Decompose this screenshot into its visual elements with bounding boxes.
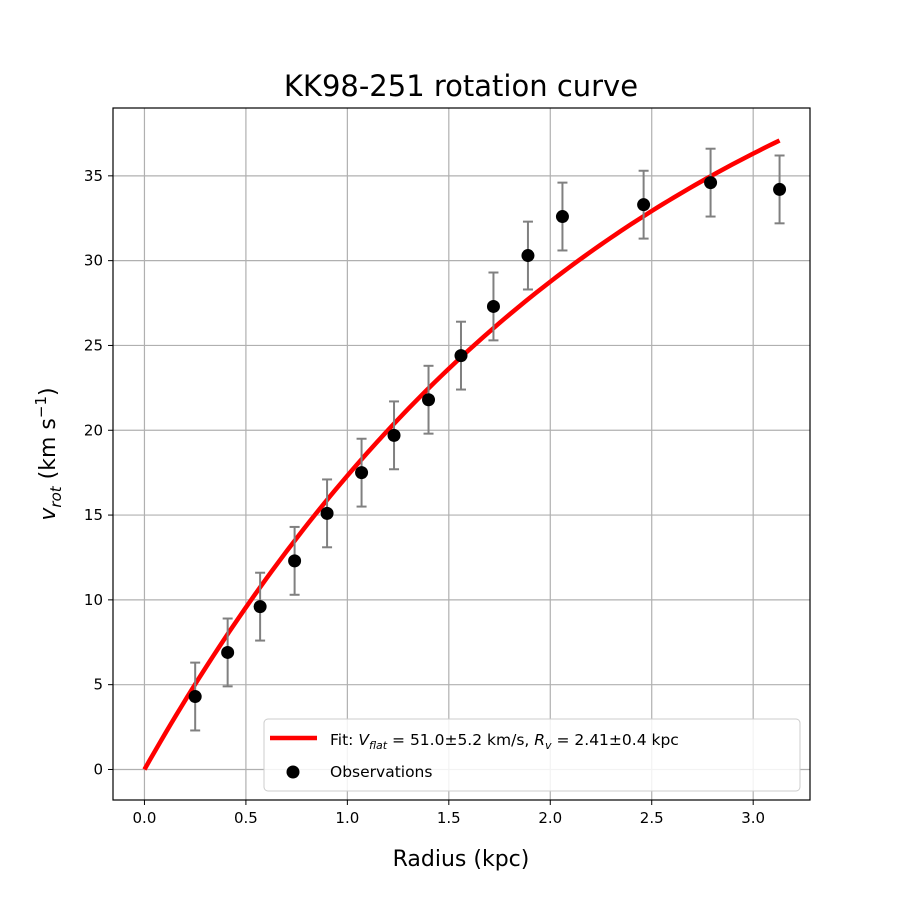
chart-title: KK98-251 rotation curve bbox=[284, 69, 638, 103]
observations-layer bbox=[188, 147, 787, 732]
x-tick-label: 2.0 bbox=[538, 809, 562, 827]
observation-point bbox=[320, 506, 334, 520]
observation-point bbox=[221, 645, 235, 659]
y-axis-label-main: v bbox=[36, 507, 61, 521]
y-axis-ticks: 0 5 10 15 20 25 30 35 bbox=[84, 167, 113, 778]
y-tick-label: 35 bbox=[84, 167, 103, 185]
x-tick-label: 3.0 bbox=[741, 809, 765, 827]
observation-point bbox=[422, 393, 436, 407]
y-tick-label: 25 bbox=[84, 336, 103, 354]
observation-point bbox=[288, 554, 302, 568]
legend-fit-r-sub: v bbox=[545, 739, 552, 752]
x-tick-label: 2.5 bbox=[640, 809, 664, 827]
y-tick-label: 15 bbox=[84, 506, 103, 524]
y-tick-label: 30 bbox=[84, 252, 103, 270]
legend-box bbox=[263, 718, 801, 792]
observation-point bbox=[387, 428, 401, 442]
legend-observations-swatch bbox=[286, 765, 300, 779]
y-tick-label: 5 bbox=[93, 676, 103, 694]
y-axis-label-sub: rot bbox=[47, 485, 65, 507]
observation-point bbox=[454, 349, 468, 363]
observation-point bbox=[486, 299, 500, 313]
y-tick-label: 20 bbox=[84, 421, 103, 439]
legend-fit-v-sub: flat bbox=[369, 739, 388, 752]
y-axis-label-close: ) bbox=[36, 387, 61, 396]
y-axis-label: vrot (km s−1) bbox=[32, 387, 65, 520]
legend-fit-prefix: Fit: bbox=[330, 731, 358, 749]
observation-point bbox=[637, 198, 651, 212]
observation-point bbox=[773, 182, 787, 196]
x-axis-label: Radius (kpc) bbox=[393, 847, 530, 872]
y-axis-label-unit: (km s bbox=[36, 418, 61, 486]
x-tick-label: 1.5 bbox=[437, 809, 461, 827]
legend-fit-label: Fit: Vflat = 51.0±5.2 km/s, Rv = 2.41±0.… bbox=[330, 731, 679, 752]
observation-point bbox=[253, 600, 267, 614]
y-axis-label-exponent: −1 bbox=[32, 396, 50, 418]
legend-fit-v-value: = 51.0±5.2 km/s, bbox=[387, 731, 534, 749]
x-tick-label: 1.0 bbox=[335, 809, 359, 827]
legend: Fit: Vflat = 51.0±5.2 km/s, Rv = 2.41±0.… bbox=[263, 718, 801, 792]
legend-fit-r-value: = 2.41±0.4 kpc bbox=[552, 731, 679, 749]
x-axis-ticks: 0.0 0.5 1.0 1.5 2.0 2.5 3.0 bbox=[133, 800, 765, 827]
grid bbox=[113, 108, 810, 800]
x-tick-label: 0.0 bbox=[133, 809, 157, 827]
y-tick-label: 10 bbox=[84, 591, 103, 609]
x-tick-label: 0.5 bbox=[234, 809, 258, 827]
observation-point bbox=[555, 210, 569, 224]
legend-fit-r-main: R bbox=[534, 731, 545, 749]
observation-point bbox=[355, 466, 369, 480]
observation-point bbox=[704, 176, 718, 190]
plot-frame bbox=[112, 107, 811, 801]
y-tick-label: 0 bbox=[93, 760, 103, 778]
legend-observations-label: Observations bbox=[330, 763, 432, 781]
observation-point bbox=[188, 690, 202, 704]
observation-point bbox=[521, 249, 535, 263]
legend-fit-v-main: V bbox=[358, 731, 370, 749]
